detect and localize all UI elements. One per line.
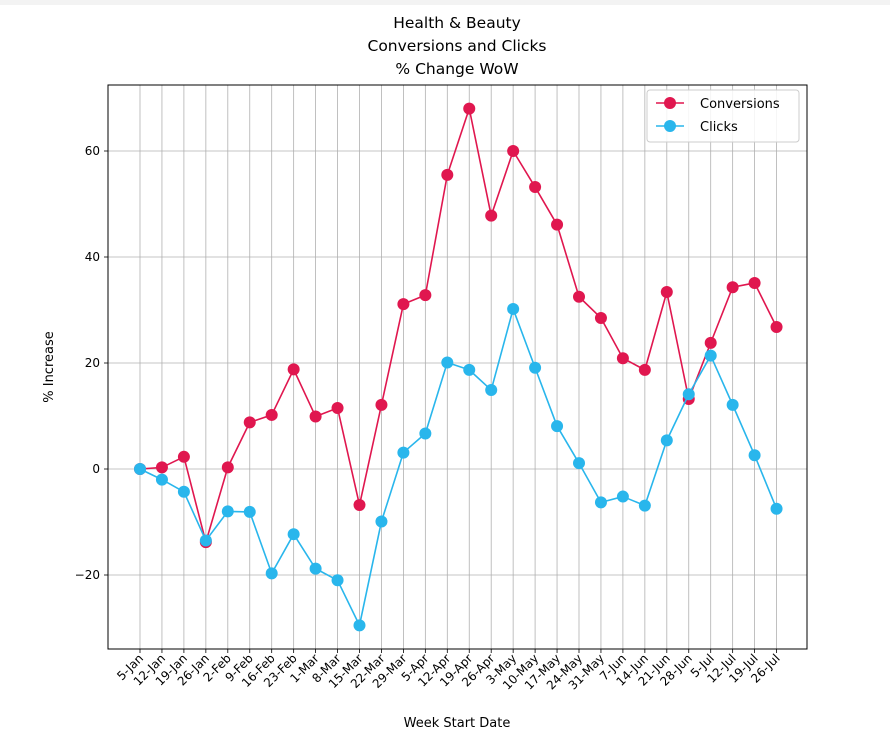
data-point-clicks: [177, 485, 190, 498]
data-point-conversions: [441, 168, 454, 181]
legend-marker-conversions: [664, 97, 676, 109]
data-point-conversions: [573, 290, 585, 303]
data-point-conversions: [551, 218, 564, 231]
data-point-clicks: [243, 505, 256, 518]
data-point-conversions: [375, 398, 388, 411]
data-point-clicks: [748, 449, 761, 462]
data-point-clicks: [616, 490, 629, 503]
data-point-conversions: [397, 298, 410, 311]
gridlines: [108, 85, 807, 649]
legend-box: [646, 89, 800, 143]
data-point-clicks: [660, 434, 673, 447]
y-tick-label: 60: [85, 144, 100, 158]
data-point-clicks: [221, 505, 234, 518]
y-axis-label: % Increase: [42, 331, 57, 403]
data-point-clicks: [134, 463, 146, 475]
data-point-conversions: [660, 285, 673, 298]
data-point-conversions: [529, 181, 542, 194]
data-point-conversions: [221, 461, 234, 474]
data-point-conversions: [726, 281, 739, 294]
series-line-clicks: [139, 308, 778, 627]
data-point-clicks: [419, 427, 432, 440]
legend-label-conversions: Conversions: [700, 97, 780, 112]
data-point-conversions: [485, 209, 498, 222]
legend: Conversions Clicks: [646, 89, 800, 143]
data-point-clicks: [507, 302, 520, 315]
data-point-clicks: [441, 356, 454, 369]
data-point-conversions: [353, 499, 366, 512]
x-axis: 5-Jan12-Jan19-Jan26-Jan2-Feb9-Feb16-Feb2…: [114, 649, 783, 693]
data-point-clicks: [485, 384, 498, 397]
series-line-conversions: [139, 107, 778, 543]
data-point-clicks: [309, 562, 322, 575]
data-point-clicks: [353, 619, 366, 632]
data-point-clicks: [682, 388, 695, 401]
data-point-clicks: [375, 515, 388, 528]
data-point-conversions: [638, 363, 651, 376]
top-strip: [0, 0, 890, 5]
y-tick-label: 40: [85, 250, 100, 264]
data-point-clicks: [463, 363, 476, 376]
data-point-clicks: [551, 420, 564, 433]
y-tick-label: −20: [75, 568, 100, 582]
data-point-conversions: [616, 352, 629, 365]
data-point-conversions: [748, 276, 761, 289]
data-point-conversions: [287, 363, 300, 376]
chart-title-line-1: Health & Beauty: [393, 14, 521, 32]
data-point-clicks: [199, 534, 212, 547]
y-tick-label: 0: [92, 462, 100, 476]
data-point-conversions: [155, 461, 168, 474]
plot-frame: [107, 84, 808, 650]
chart-title-line-2: Conversions and Clicks: [368, 37, 547, 55]
data-point-conversions: [770, 320, 783, 333]
data-point-conversions: [265, 408, 278, 421]
data-point-clicks: [155, 473, 168, 486]
data-point-conversions: [463, 102, 476, 115]
data-point-conversions: [507, 145, 520, 157]
chart-title-line-3: % Change WoW: [395, 60, 518, 78]
data-point-clicks: [573, 457, 585, 470]
data-point-conversions: [331, 402, 344, 415]
data-point-clicks: [594, 496, 607, 509]
legend-marker-clicks: [664, 120, 676, 132]
data-point-clicks: [704, 349, 717, 362]
data-point-conversions: [309, 410, 322, 423]
data-point-clicks: [265, 567, 278, 580]
data-point-conversions: [243, 416, 256, 429]
data-point-clicks: [770, 502, 783, 515]
data-point-clicks: [529, 361, 542, 374]
data-point-conversions: [419, 289, 432, 302]
y-tick-label: 20: [85, 356, 100, 370]
data-point-clicks: [638, 499, 651, 512]
y-axis: −20 0 20 40 60: [75, 144, 108, 582]
legend-label-clicks: Clicks: [700, 120, 738, 135]
data-point-clicks: [331, 574, 344, 587]
data-point-conversions: [177, 450, 190, 463]
data-point-conversions: [704, 336, 717, 349]
data-point-conversions: [594, 311, 607, 324]
data-point-clicks: [726, 398, 739, 411]
x-axis-label: Week Start Date: [404, 716, 511, 731]
data-point-clicks: [397, 446, 410, 459]
data-point-clicks: [287, 528, 300, 541]
series-layer: [134, 102, 783, 632]
